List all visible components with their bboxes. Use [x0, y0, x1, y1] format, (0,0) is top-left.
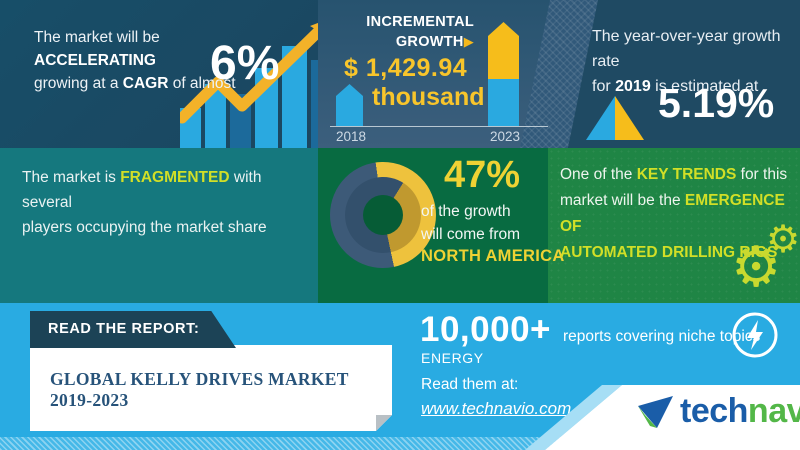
report-title: GLOBAL KELLY DRIVES MARKET 2019-2023 — [50, 369, 349, 410]
card-folded-corner — [376, 415, 392, 431]
reports-count-text: reports covering niche topics — [563, 328, 761, 345]
reports-count: 10,000+ — [420, 310, 551, 349]
yoy-text-1: The year-over-year growth rate — [592, 28, 781, 70]
bar-2023-base-segment — [488, 79, 519, 126]
cagr-statement: The market will be ACCELERATING growing … — [34, 26, 284, 95]
bar-2023-incremental-segment — [488, 22, 519, 80]
cagr-text-1: The market will be — [34, 29, 160, 46]
website-link[interactable]: www.technavio.com — [421, 399, 572, 418]
cagr-text-2: growing at a — [34, 75, 123, 92]
trend-text-1: One of the — [560, 166, 637, 183]
right-arrow-icon: ▶ — [463, 35, 474, 50]
frag-text-1: The market is — [22, 169, 121, 186]
trend-highlight-2: EMERGENCE OF — [560, 192, 785, 235]
read-report-banner: READ THE REPORT: — [30, 311, 236, 348]
yoy-text-3: is estimated at — [650, 78, 759, 95]
axis-label-2018: 2018 — [336, 129, 367, 144]
technavio-logo[interactable]: technavio — [636, 392, 800, 431]
key-trend-statement: One of the KEY TRENDS for this market wi… — [560, 162, 790, 266]
region-statement: of the growth will come from — [421, 200, 520, 246]
bar-chart-axis — [330, 126, 548, 127]
read-report-label: READ THE REPORT: — [48, 321, 200, 337]
category-label: ENERGY — [421, 350, 484, 366]
incremental-title-line2: GROWTH — [395, 34, 464, 50]
trend-text-2: for this — [736, 166, 788, 183]
trend-highlight-1: KEY TRENDS — [636, 166, 737, 183]
triangle-left-half — [586, 96, 615, 140]
technavio-logo-icon — [638, 395, 673, 428]
region-text-2: will come from — [421, 226, 521, 243]
axis-label-2023: 2023 — [490, 129, 521, 144]
incremental-growth-unit: thousand — [372, 83, 485, 111]
fragmented-statement: The market is FRAGMENTED with several pl… — [22, 165, 312, 240]
incremental-growth-value: $ 1,429.94 — [344, 54, 468, 82]
cagr-value: 6% — [210, 37, 280, 90]
cagr-text-3: of almost — [168, 75, 236, 92]
region-text-1: of the growth — [421, 203, 511, 220]
yoy-year: 2019 — [615, 78, 651, 95]
panel-cagr: The market will be ACCELERATING growing … — [0, 0, 340, 148]
yoy-statement: The year-over-year growth rate for 2019 … — [592, 24, 792, 99]
region-name: NORTH AMERICA — [421, 247, 565, 265]
frag-highlight: FRAGMENTED — [120, 169, 230, 186]
gear-icon-small: ⚙ — [766, 217, 800, 261]
lightning-bolt-icon — [732, 312, 778, 358]
technavio-logo-text: technavio — [680, 392, 800, 431]
trend-highlight-3: AUTOMATED DRILLING RIGS — [560, 244, 778, 261]
gear-icon: ⚙ — [731, 235, 782, 300]
reports-count-row: 10,000+ reports covering niche topics — [420, 310, 760, 350]
report-card[interactable]: GLOBAL KELLY DRIVES MARKET 2019-2023 — [30, 345, 392, 431]
read-them-at-label: Read them at: — [421, 376, 519, 393]
incremental-growth-title: INCREMENTAL GROWTH▶ — [348, 12, 474, 53]
panel-key-trend — [548, 148, 800, 303]
logo-tech: tech — [680, 392, 748, 430]
region-donut-chart — [330, 162, 436, 268]
yoy-text-2: for — [592, 78, 616, 95]
frag-text-2: with several — [22, 169, 262, 211]
cagr-highlight: ACCELERATING — [34, 52, 156, 69]
incremental-title-line1: INCREMENTAL — [366, 14, 474, 30]
growth-triangle-icon — [586, 96, 644, 140]
bar-2023 — [488, 22, 519, 126]
yoy-value: 5.19% — [658, 80, 775, 126]
frag-text-3: players occupying the market share — [22, 219, 267, 236]
logo-navio: navio — [747, 392, 800, 430]
trend-text-3: market will be the — [560, 192, 685, 209]
region-percent: 47% — [444, 154, 521, 196]
triangle-right-half — [615, 96, 644, 140]
cagr-label: CAGR — [122, 75, 169, 92]
